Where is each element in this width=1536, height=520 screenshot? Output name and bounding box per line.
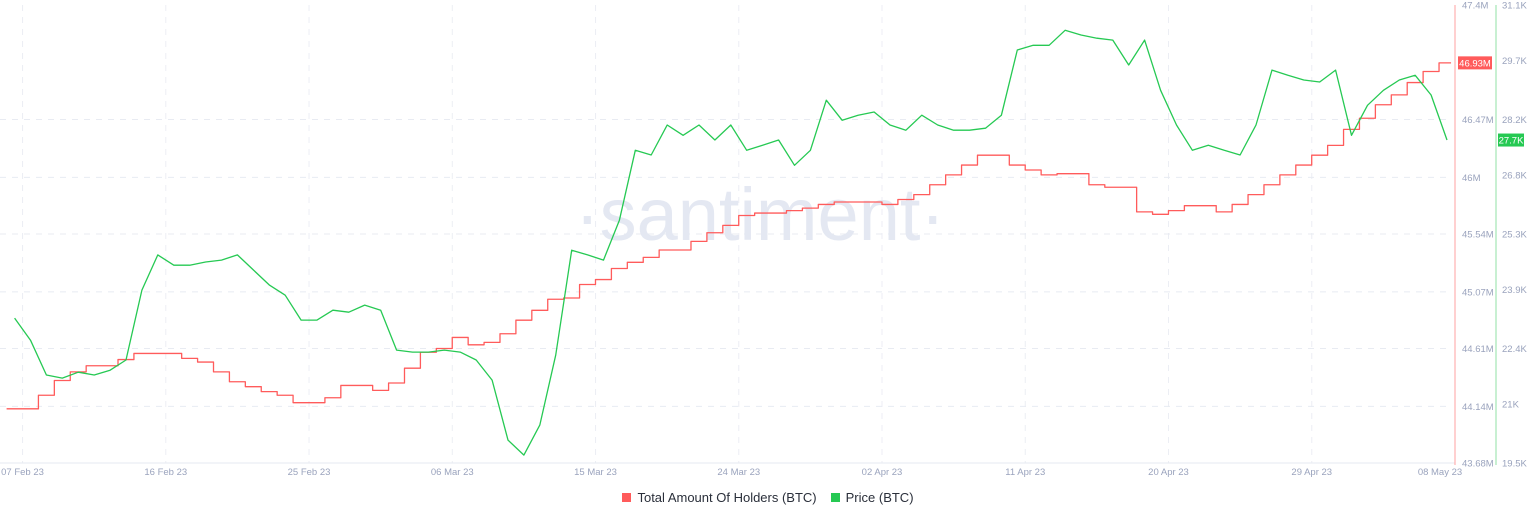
chart: ·santiment· 07 Feb 23 16 Feb 23 25 Feb 23 0… [0, 1, 1527, 478]
x-tick-label: 25 Feb 23 [288, 467, 331, 478]
right-y-tick-label: 26.8K [1502, 170, 1527, 181]
legend-label-holders: Total Amount Of Holders (BTC) [637, 490, 817, 505]
x-tick-label: 06 Mar 23 [431, 467, 474, 478]
x-tick-label: 15 Mar 23 [574, 467, 617, 478]
x-tick-label: 24 Mar 23 [717, 467, 760, 478]
right-y-tick-label: 22.4K [1502, 344, 1527, 355]
legend-label-price: Price (BTC) [845, 490, 914, 505]
left-y-tick-label: 45.07M [1462, 287, 1494, 298]
x-tick-label: 11 Apr 23 [1005, 467, 1045, 478]
gridlines [0, 5, 1455, 464]
right-y-tick-label: 21K [1502, 399, 1520, 410]
right-y-tick-label: 25.3K [1502, 230, 1527, 241]
left-y-tick-label: 43.68M [1462, 459, 1494, 470]
left-y-tick-label: 45.54M [1462, 230, 1494, 241]
price-current-label: 27.7K [1499, 136, 1524, 147]
right-y-tick-label: 28.2K [1502, 115, 1527, 126]
left-y-tick-label: 44.14M [1462, 402, 1494, 413]
watermark: ·santiment· [575, 173, 945, 256]
left-y-tick-label: 46.47M [1462, 115, 1494, 126]
legend-swatch-holders [622, 493, 632, 502]
x-tick-label: 16 Feb 23 [144, 467, 187, 478]
legend: Total Amount Of Holders (BTC) Price (BTC… [0, 490, 1536, 505]
right-y-tick-label: 19.5K [1502, 459, 1527, 470]
x-tick-label: 29 Apr 23 [1291, 467, 1332, 478]
legend-item-price[interactable]: Price (BTC) [830, 490, 914, 505]
x-tick-label: 07 Feb 23 [1, 467, 44, 478]
x-tick-label: 20 Apr 23 [1148, 467, 1189, 478]
holders-current-badge [1458, 56, 1492, 70]
right-y-tick-label: 23.9K [1502, 285, 1527, 296]
holders-line [6, 62, 1452, 410]
holders-current-label: 46.93M [1459, 58, 1491, 69]
price-current-badge [1498, 133, 1524, 147]
left-y-tick-label: 47.4M [1462, 1, 1488, 12]
legend-item-holders[interactable]: Total Amount Of Holders (BTC) [622, 490, 817, 505]
series-lines [6, 29, 1452, 456]
right-y-tick-label: 31.1K [1502, 1, 1527, 12]
y-axes: 47.4M 46.47M 46M 45.54M 45.07M 44.61M 44.14M 43… [1454, 1, 1527, 470]
x-axis: 07 Feb 23 16 Feb 23 25 Feb 23 06 Mar 23 15 M… [1, 467, 1462, 478]
x-tick-label: 02 Apr 23 [862, 467, 903, 478]
left-y-tick-label: 46M [1462, 173, 1481, 184]
right-y-tick-label: 29.7K [1502, 56, 1527, 67]
price-line [14, 29, 1448, 456]
legend-swatch-price [830, 493, 840, 502]
left-y-tick-label: 44.61M [1462, 344, 1494, 355]
x-tick-label: 08 May 23 [1418, 467, 1462, 478]
